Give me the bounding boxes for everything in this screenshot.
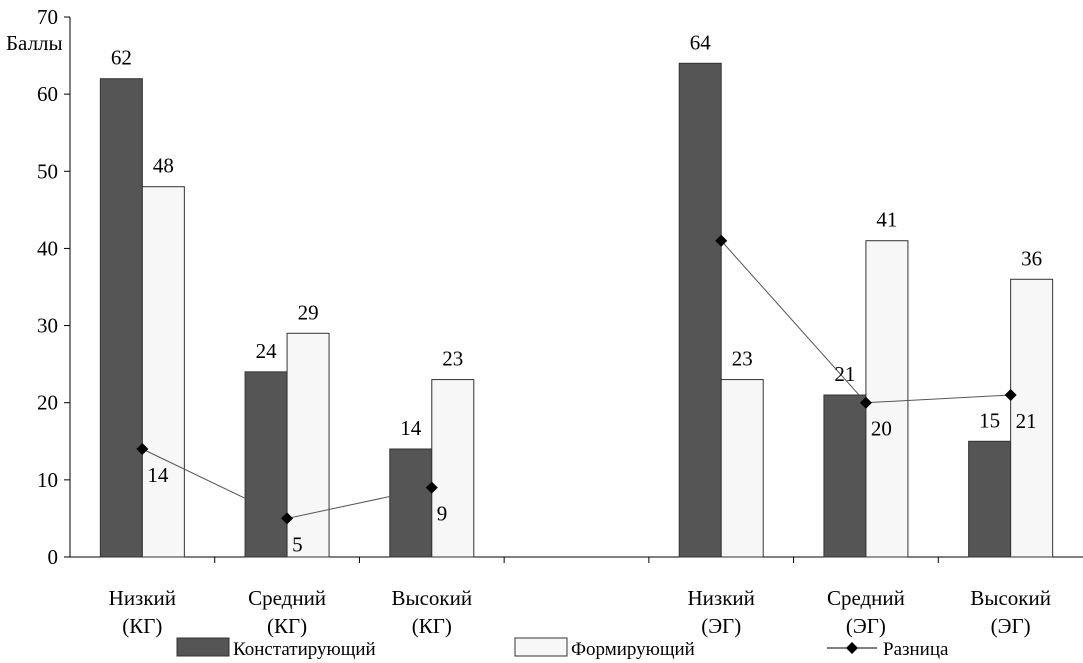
y-tick-label: 20 [37, 391, 58, 415]
bar-konstatiruyushchiy [678, 62, 722, 558]
bar-konstatiruyushchiy [244, 371, 288, 558]
bar-konstatiruyushchiy [99, 78, 143, 558]
bar-formiruyushchiy [141, 186, 185, 558]
bar-value-label: 36 [1021, 246, 1042, 270]
bar-value-label: 48 [153, 154, 174, 178]
y-tick-label: 60 [37, 82, 58, 106]
legend-swatch [176, 637, 230, 657]
bar-value-label: 64 [690, 30, 712, 54]
difference-value-label: 5 [292, 532, 303, 556]
y-axis-title: Баллы [6, 31, 63, 55]
y-tick-label: 10 [37, 468, 58, 492]
x-tick-label: Высокий (КГ) [391, 586, 472, 638]
bar-value-label: 29 [298, 300, 319, 324]
difference-point [136, 443, 149, 455]
x-tick-label: Средний (КГ) [248, 586, 326, 638]
bar-formiruyushchiy [720, 379, 764, 558]
x-tick-label: Низкий (ЭГ) [688, 586, 755, 638]
difference-value-label: 21 [1016, 409, 1037, 433]
legend: Констатирующий Формирующий Разница [176, 637, 949, 660]
bar-value-label: 24 [256, 339, 278, 363]
bar-value-label: 23 [732, 347, 753, 371]
difference-point [859, 396, 872, 409]
data-labels: 62 24 14 64 21 15 48 29 23 23 41 36 14 5 9 20 21 [111, 30, 1042, 556]
bar-formiruyushchiy [431, 379, 475, 558]
y-tick-label: 50 [37, 159, 58, 183]
difference-value-label: 20 [871, 417, 892, 441]
difference-value-label: 9 [437, 502, 448, 526]
bar-value-label: 41 [876, 208, 897, 232]
difference-point [281, 512, 294, 525]
bars [99, 62, 1054, 558]
bar-value-label: 23 [442, 347, 463, 371]
y-tick-label: 0 [48, 545, 59, 569]
bar-value-label: 14 [400, 416, 422, 440]
bar-value-label: 15 [979, 408, 1000, 432]
y-tick-label: 40 [37, 236, 58, 260]
bar-formiruyushchiy [1010, 278, 1054, 558]
legend-label: Констатирующий [233, 639, 376, 660]
difference-point [1004, 389, 1017, 401]
difference-value-label: 14 [147, 463, 169, 487]
bar-konstatiruyushchiy [968, 440, 1012, 558]
legend-swatch [514, 637, 568, 657]
bar-value-label: 62 [111, 46, 132, 70]
bar-formiruyushchiy [286, 332, 330, 558]
bar-konstatiruyushchiy [823, 394, 867, 558]
x-tick-label: Высокий (ЭГ) [970, 586, 1051, 638]
y-tick-label: 30 [37, 314, 58, 338]
bar-value-label: 21 [834, 362, 855, 386]
legend-marker [846, 642, 858, 654]
legend-label: Разница [883, 639, 949, 660]
x-tick-label: Низкий (КГ) [109, 586, 176, 638]
bar-formiruyushchiy [865, 240, 909, 558]
y-tick-label: 70 [37, 5, 58, 29]
difference-point [715, 234, 728, 247]
axes: 0 10 20 30 40 50 60 70 Низкий (КГ) Средний (КГ) Высо… [37, 5, 1083, 638]
legend-label: Формирующий [571, 639, 695, 660]
difference-point [425, 481, 438, 494]
difference-line [136, 234, 1017, 525]
x-tick-label: Средний (ЭГ) [827, 586, 905, 638]
bar-konstatiruyushchiy [389, 448, 433, 558]
